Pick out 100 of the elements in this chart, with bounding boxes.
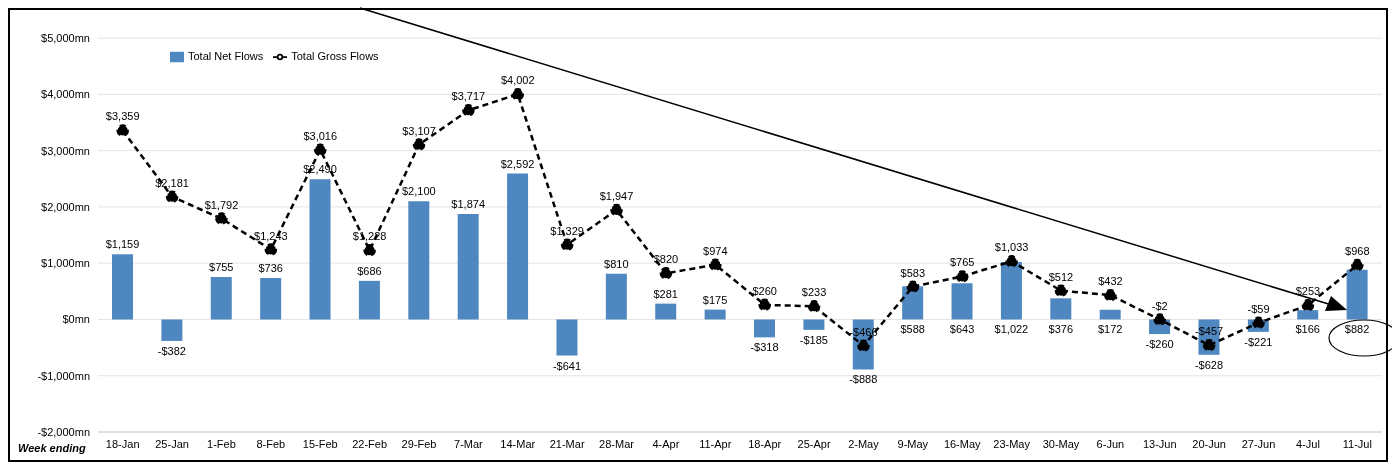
data-label: $1,159 — [105, 238, 140, 251]
point — [165, 190, 179, 203]
bar — [507, 173, 529, 320]
data-label: -$628 — [1194, 358, 1224, 371]
data-label: $686 — [357, 264, 382, 277]
x-tick-label: 25-Jan — [155, 437, 189, 450]
data-label: $643 — [949, 323, 975, 336]
y-tick-label: -$2,000mn — [37, 425, 90, 438]
x-tick-label: 28-Mar — [599, 437, 635, 450]
bar — [309, 179, 331, 320]
y-tick-label: -$1,000mn — [37, 369, 90, 382]
x-tick-label: 29-Feb — [401, 437, 437, 450]
x-tick-label: 6-Jun — [1096, 437, 1125, 450]
bar — [1000, 261, 1022, 320]
bar — [161, 319, 183, 341]
y-tick-label: $0mn — [62, 313, 90, 326]
point — [511, 88, 525, 101]
bar — [1297, 310, 1319, 320]
y-tick-label: $2,000mn — [41, 200, 90, 213]
x-tick-label: 2-May — [848, 437, 880, 450]
x-tick-label: 23-May — [993, 437, 1031, 450]
x-tick-label: 25-Apr — [797, 437, 831, 450]
bar — [704, 309, 726, 320]
point — [1301, 298, 1315, 312]
point — [1351, 258, 1364, 272]
data-label: $2,592 — [500, 157, 535, 170]
data-label: $3,016 — [303, 129, 338, 142]
data-label: $233 — [801, 286, 827, 299]
data-label: $1,947 — [599, 189, 634, 202]
x-tick-label: 18-Apr — [748, 437, 782, 450]
point — [560, 238, 574, 251]
y-tick-label: $1,000mn — [41, 257, 90, 270]
point — [955, 270, 969, 283]
point — [807, 300, 821, 313]
y-tick-label: $3,000mn — [41, 144, 90, 157]
data-label: $3,717 — [451, 90, 486, 103]
point — [1202, 338, 1216, 352]
data-label: $281 — [653, 287, 678, 300]
x-tick-label: 11-Apr — [699, 437, 732, 450]
point — [906, 280, 920, 293]
x-axis-title: Week ending — [18, 442, 86, 454]
data-label: $1,792 — [204, 198, 239, 211]
x-tick-label: 7-Mar — [454, 437, 484, 450]
bar — [112, 254, 133, 320]
bar — [803, 319, 825, 330]
data-label: $765 — [949, 256, 975, 269]
data-label: $166 — [1295, 323, 1320, 336]
bar — [655, 303, 677, 320]
bar — [951, 283, 973, 320]
data-label: $810 — [604, 257, 629, 270]
data-label: $974 — [703, 244, 728, 257]
point — [709, 258, 722, 271]
y-tick-label: $5,000mn — [41, 32, 90, 44]
data-label: $1,022 — [994, 323, 1029, 336]
data-label: $1,033 — [994, 241, 1029, 254]
data-label: $376 — [1048, 323, 1074, 336]
bar — [260, 278, 282, 320]
point — [659, 267, 673, 280]
x-tick-label: 22-Feb — [352, 437, 388, 450]
point — [462, 104, 475, 117]
legend-label: Total Net Flows — [188, 50, 264, 62]
data-label: -$260 — [1145, 338, 1174, 351]
point — [1054, 284, 1068, 297]
bar — [1346, 269, 1368, 320]
data-label: $172 — [1097, 323, 1123, 336]
x-tick-label: 21-Mar — [549, 437, 585, 450]
bar — [457, 214, 479, 320]
data-label: $175 — [702, 293, 728, 306]
point — [363, 244, 376, 257]
point — [264, 243, 278, 256]
data-label: -$318 — [750, 341, 779, 354]
x-tick-label: 4-Apr — [652, 437, 680, 450]
data-label: $512 — [1048, 270, 1074, 283]
bar — [1050, 298, 1072, 320]
data-label: $4,002 — [500, 74, 535, 87]
data-label: -$59 — [1247, 302, 1270, 315]
point — [1252, 316, 1265, 330]
point — [215, 212, 228, 225]
bar — [358, 280, 380, 320]
point — [116, 124, 129, 137]
x-tick-label: 11-Jul — [1342, 437, 1372, 450]
data-label: $820 — [653, 253, 679, 266]
data-label: -$221 — [1244, 335, 1273, 348]
x-tick-label: 9-May — [897, 437, 929, 450]
data-label: $1,874 — [451, 198, 486, 210]
x-tick-label: 1-Feb — [207, 437, 236, 450]
x-tick-label: 15-Feb — [302, 437, 338, 450]
data-label: $1,329 — [550, 224, 584, 237]
data-label: $260 — [752, 284, 777, 297]
data-label: $583 — [900, 266, 926, 279]
data-label: $736 — [258, 262, 283, 275]
data-label: $3,107 — [402, 124, 436, 137]
bar — [210, 276, 232, 320]
data-label: -$888 — [849, 373, 878, 386]
bar — [408, 201, 430, 320]
x-tick-label: 4-Jul — [1296, 437, 1320, 450]
point — [1104, 288, 1117, 302]
point — [1153, 313, 1167, 326]
x-tick-label: 27-Jun — [1241, 437, 1276, 450]
data-label: $755 — [209, 260, 234, 273]
